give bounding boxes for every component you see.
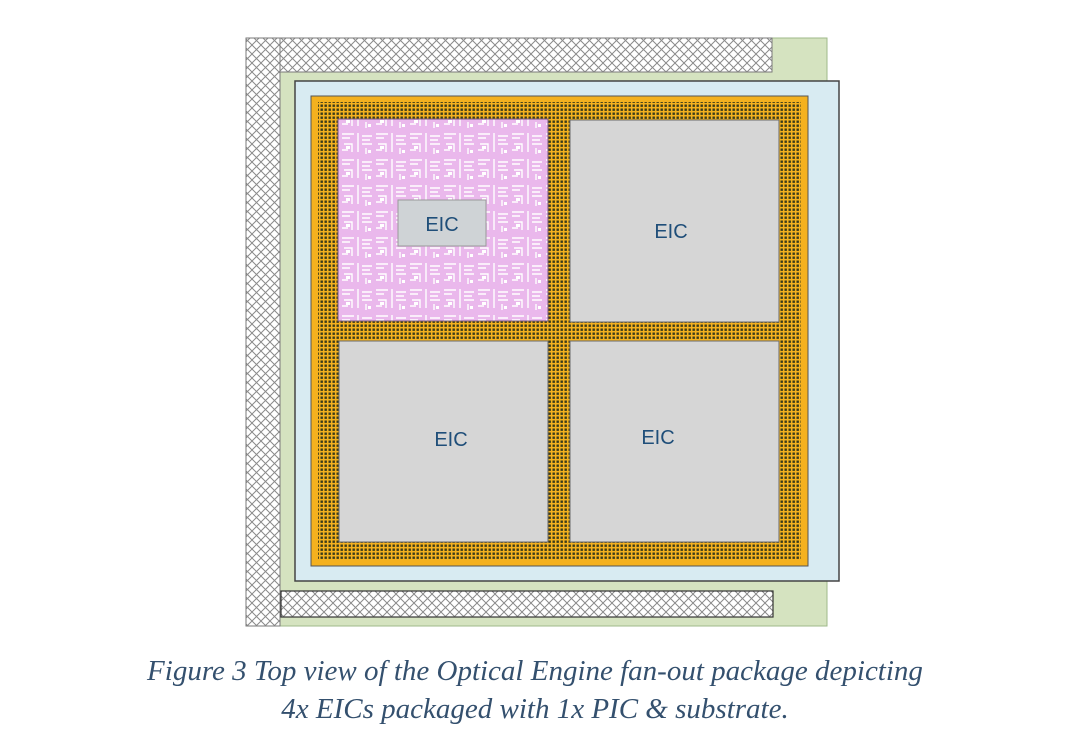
eic-chip-2-label: EIC (654, 221, 687, 243)
hatched-strip-top (245, 37, 773, 73)
package-diagram: EIC EIC EIC EIC (245, 37, 840, 627)
eic-chip-1: EIC (337, 118, 549, 322)
figure-caption-line-1: Figure 3 Top view of the Optical Engine … (147, 655, 923, 687)
figure-caption-line-2: 4x EICs packaged with 1x PIC & substrate… (281, 693, 789, 725)
eic-chip-4: EIC (569, 340, 780, 543)
hatched-strip-bottom (280, 590, 774, 618)
eic-chip-3: EIC (338, 340, 549, 543)
figure-caption: Figure 3 Top view of the Optical Engine … (0, 652, 1070, 728)
hatched-strip-left (245, 37, 281, 627)
eic-chip-3-label: EIC (434, 429, 467, 451)
eic-chip-1-label: EIC (425, 214, 458, 236)
eic-chip-2: EIC (569, 119, 780, 323)
eic-chip-4-label: EIC (641, 427, 674, 449)
